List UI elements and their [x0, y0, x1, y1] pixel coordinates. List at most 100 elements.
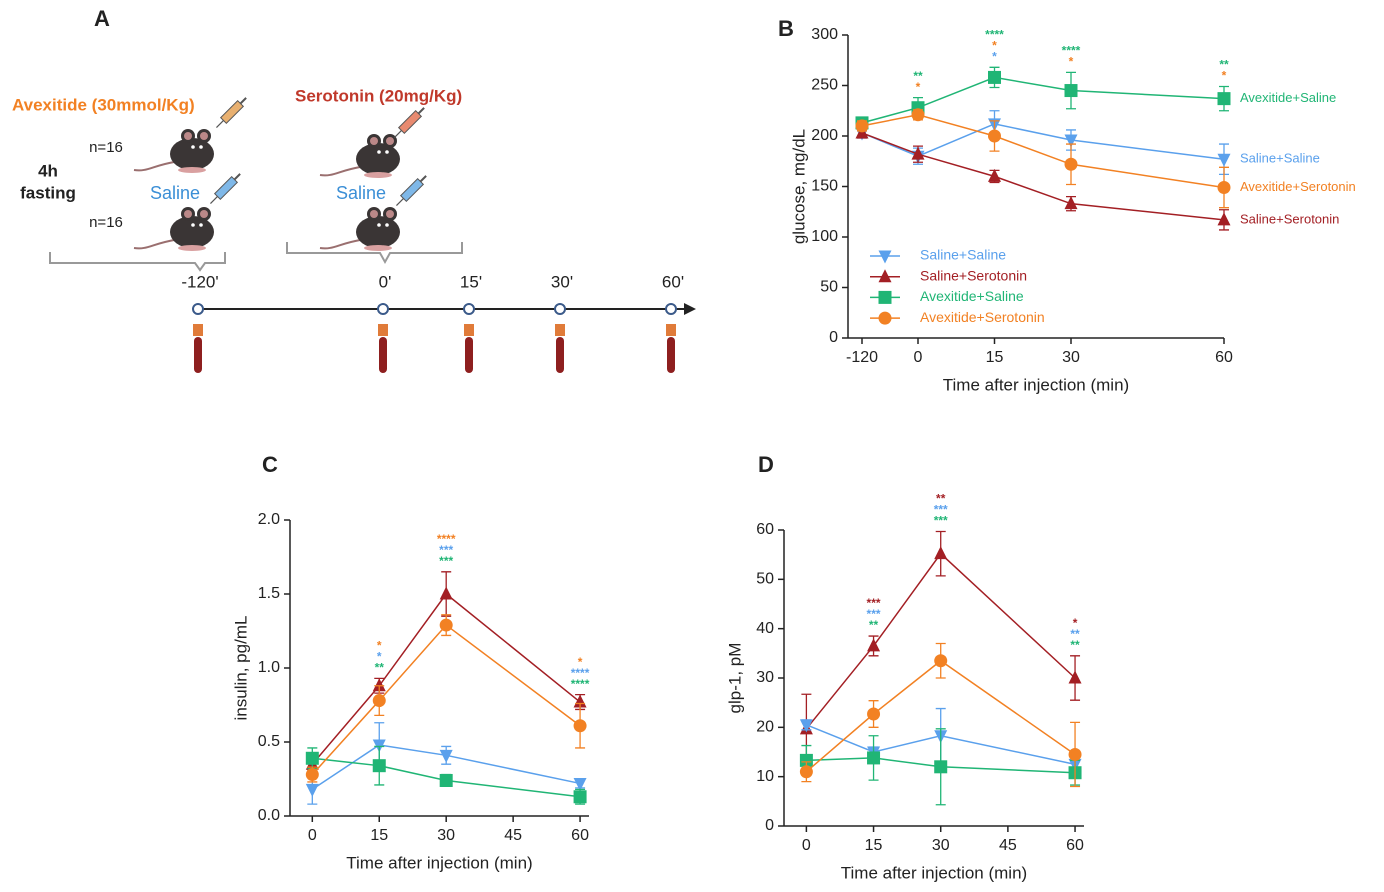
marker: [867, 707, 881, 721]
timepoint-label: -120': [181, 272, 218, 291]
x-tick-label: 15: [865, 837, 883, 854]
timepoint-label: 15': [460, 272, 482, 291]
mouse: [133, 207, 214, 251]
series: [799, 642, 1082, 788]
line: [806, 757, 1076, 774]
marker: [934, 654, 948, 668]
mouse-tail: [133, 161, 175, 172]
marker: [934, 760, 948, 774]
mouse-feet: [364, 172, 392, 178]
y-axis-title: glp-1, pM: [725, 643, 744, 714]
syringe-barrel: [213, 175, 239, 201]
mouse-ear-inner: [200, 132, 208, 140]
mouse-body: [170, 216, 214, 248]
significance: ****: [437, 532, 456, 546]
marker: [1064, 196, 1078, 210]
significance: *: [916, 80, 921, 94]
y-tick-label: 0: [829, 329, 838, 346]
x-tick-label: 60: [571, 827, 589, 844]
syringe: [210, 173, 241, 204]
timepoint-label: 60': [662, 272, 684, 291]
syringe-barrel: [399, 177, 425, 203]
marker: [1064, 134, 1078, 148]
y-tick-label: 1.5: [258, 585, 280, 602]
marker: [573, 719, 587, 733]
marker: [988, 129, 1001, 143]
series: [305, 571, 587, 771]
marker: [911, 108, 925, 122]
marker: [867, 638, 881, 652]
legend-label: Saline+Saline: [920, 247, 1006, 263]
x-tick-label: -120: [846, 349, 878, 366]
x-tick-label: 15: [370, 827, 388, 844]
line: [311, 592, 581, 765]
timepoint: [377, 303, 389, 315]
fasting-label: 4h: [38, 161, 58, 180]
marker: [305, 751, 319, 765]
syringe-barrel: [397, 109, 423, 135]
marker: [439, 749, 453, 763]
chart: B 0 50 100 150 200 250 300 -120 0 15 30 60 Time after…: [778, 16, 1356, 395]
mouse-eye: [377, 150, 381, 154]
mouse: [319, 207, 400, 251]
marker: [1217, 92, 1231, 106]
y-tick-label: 0: [765, 817, 774, 834]
x-tick-label: 45: [504, 827, 522, 844]
y-tick-label: 30: [756, 669, 774, 686]
marker: [372, 694, 386, 708]
significance: *: [1069, 55, 1074, 69]
blood-tube: [465, 337, 473, 373]
saline-label: Saline: [150, 183, 200, 203]
series-label: Saline+Saline: [1240, 151, 1320, 166]
line: [805, 552, 1076, 730]
y-tick-label: 300: [811, 26, 838, 43]
syringe-needle: [210, 196, 218, 204]
significance: *: [377, 650, 382, 664]
marker: [855, 119, 869, 133]
marker: [867, 751, 881, 765]
line: [311, 624, 581, 776]
drug-label: Avexitide (30mmol/Kg): [12, 95, 195, 114]
y-tick-label: 100: [811, 228, 838, 245]
significance: ****: [571, 666, 590, 680]
y-tick-label: 200: [811, 127, 838, 144]
saline-label: Saline: [336, 183, 386, 203]
significance: *: [1073, 616, 1078, 630]
y-tick-label: 250: [811, 77, 838, 94]
marker: [799, 765, 813, 779]
blood-tube: [194, 337, 202, 373]
panel-a: A Avexitide (30mmol/Kg) Serotonin (20mg/…: [12, 6, 696, 373]
legend: Saline+Saline Saline+Serotonin Avexitide+S…: [870, 247, 1045, 325]
marker: [878, 290, 892, 304]
timepoint: [192, 303, 204, 315]
mouse-body: [356, 216, 400, 248]
y-tick-label: 50: [820, 279, 838, 296]
x-tick-label: 60: [1066, 837, 1084, 854]
mouse-feet: [364, 245, 392, 251]
mouse-feet: [178, 245, 206, 251]
significance: ****: [1062, 44, 1081, 58]
x-tick-label: 0: [802, 837, 811, 854]
tube-cap: [666, 324, 676, 336]
series: Saline+Serotonin: [855, 125, 1339, 231]
significance: **: [375, 661, 385, 675]
mouse-tail: [319, 166, 361, 177]
panel-label: B: [778, 16, 794, 41]
mouse-ear-inner: [386, 137, 394, 145]
legend-label: Avexitide+Saline: [920, 288, 1024, 304]
series-label: Avexitide+Saline: [1240, 90, 1336, 105]
significance: **: [913, 69, 923, 83]
panel-label: C: [262, 452, 278, 477]
significance: *: [1222, 69, 1227, 83]
marker: [1217, 181, 1231, 195]
timepoint: [463, 303, 475, 315]
panel-label: D: [758, 452, 774, 477]
mouse-eye: [191, 145, 195, 149]
tube-cap: [378, 324, 388, 336]
blood-tube: [556, 337, 564, 373]
marker: [799, 753, 813, 767]
marker: [934, 546, 948, 560]
series-label: Saline+Serotonin: [1240, 211, 1339, 226]
syringe-plunger: [239, 97, 247, 105]
mouse-ear-inner: [370, 210, 378, 218]
